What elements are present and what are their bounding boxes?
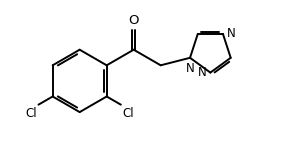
Text: O: O <box>128 14 139 27</box>
Text: N: N <box>227 27 236 40</box>
Text: Cl: Cl <box>25 107 37 120</box>
Text: N: N <box>198 66 207 79</box>
Text: N: N <box>186 62 194 75</box>
Text: Cl: Cl <box>122 107 134 120</box>
